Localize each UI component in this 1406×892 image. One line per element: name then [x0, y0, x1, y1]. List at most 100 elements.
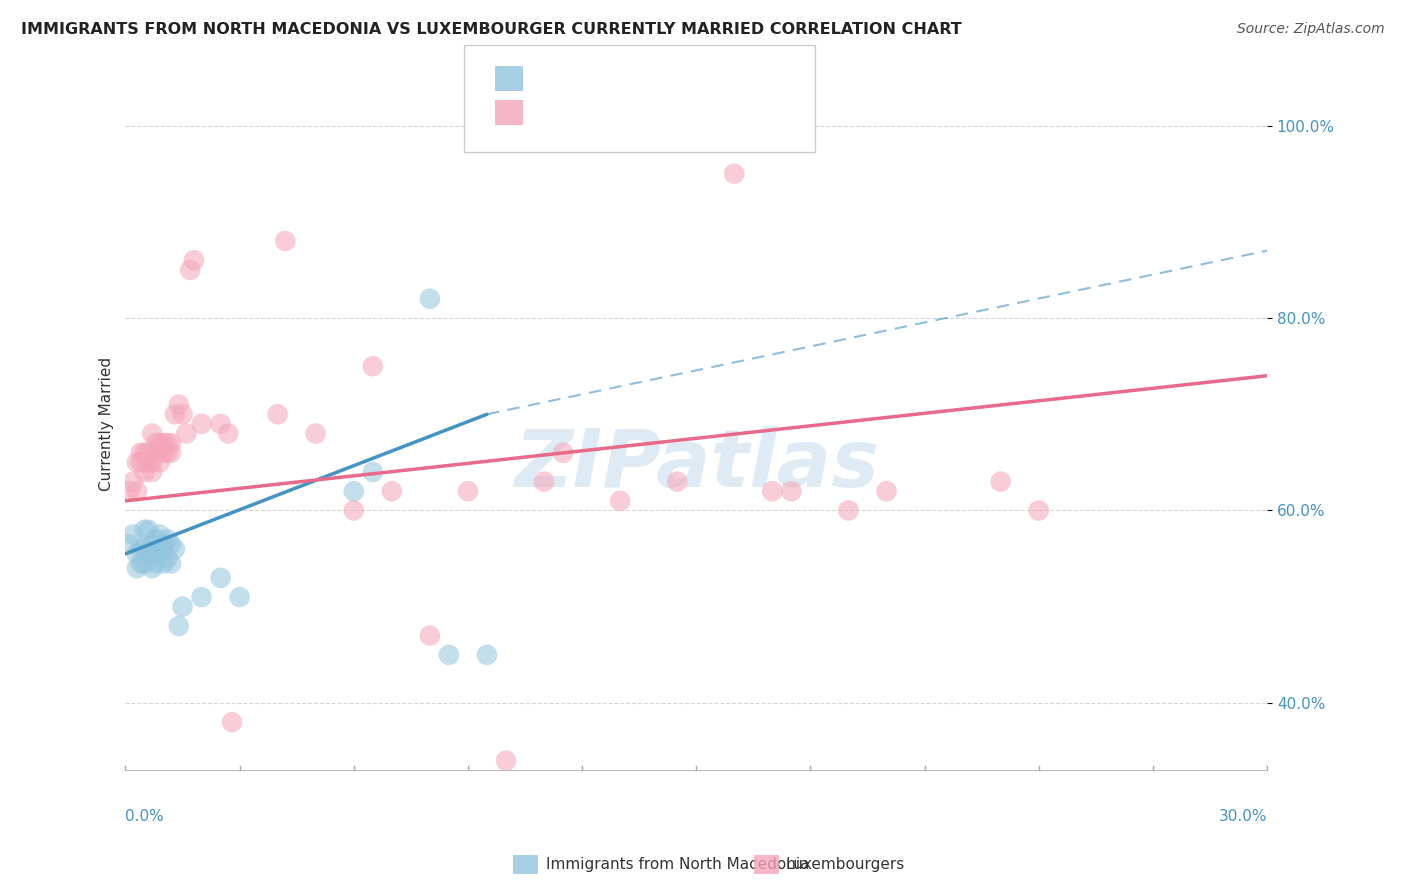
Point — [125, 547, 148, 561]
Text: R = 0.415: R = 0.415 — [531, 70, 621, 87]
Point — [125, 455, 148, 469]
Point — [837, 503, 859, 517]
Point — [343, 503, 366, 517]
Point — [217, 426, 239, 441]
Point — [118, 537, 141, 551]
Point — [141, 547, 163, 561]
Point — [163, 407, 186, 421]
Y-axis label: Currently Married: Currently Married — [100, 357, 114, 491]
Point — [209, 571, 232, 585]
Point — [160, 557, 183, 571]
Point — [136, 446, 159, 460]
Point — [156, 436, 179, 450]
Text: 0.0%: 0.0% — [125, 809, 165, 824]
Point — [152, 436, 174, 450]
Point — [437, 648, 460, 662]
Text: N = 37: N = 37 — [612, 70, 673, 87]
Point — [160, 537, 183, 551]
Point — [141, 426, 163, 441]
Point — [361, 465, 384, 479]
Point — [990, 475, 1012, 489]
Point — [145, 557, 167, 571]
Point — [876, 484, 898, 499]
Point — [125, 484, 148, 499]
Point — [167, 619, 190, 633]
Point — [381, 484, 404, 499]
Point — [533, 475, 555, 489]
Point — [209, 417, 232, 431]
Point — [723, 167, 745, 181]
Point — [149, 455, 172, 469]
Point — [136, 455, 159, 469]
Point — [125, 561, 148, 575]
Point — [134, 465, 156, 479]
Point — [190, 590, 212, 604]
Point — [419, 292, 441, 306]
Point — [156, 551, 179, 566]
Point — [160, 436, 183, 450]
Point — [156, 533, 179, 547]
Text: IMMIGRANTS FROM NORTH MACEDONIA VS LUXEMBOURGER CURRENTLY MARRIED CORRELATION CH: IMMIGRANTS FROM NORTH MACEDONIA VS LUXEM… — [21, 22, 962, 37]
Point — [122, 475, 145, 489]
Point — [134, 541, 156, 556]
Point — [152, 537, 174, 551]
Point — [141, 465, 163, 479]
Point — [134, 446, 156, 460]
Text: R = 0.263: R = 0.263 — [531, 103, 623, 121]
Point — [343, 484, 366, 499]
Point — [129, 455, 152, 469]
Point — [134, 557, 156, 571]
Point — [134, 523, 156, 537]
Point — [136, 547, 159, 561]
Point — [274, 234, 297, 248]
Text: ZIPatlas: ZIPatlas — [513, 426, 879, 505]
Point — [149, 527, 172, 541]
Point — [609, 494, 631, 508]
Point — [163, 541, 186, 556]
Point — [160, 446, 183, 460]
Point — [149, 436, 172, 450]
Point — [145, 446, 167, 460]
Point — [118, 484, 141, 499]
Point — [172, 599, 194, 614]
Text: Source: ZipAtlas.com: Source: ZipAtlas.com — [1237, 22, 1385, 37]
Point — [141, 455, 163, 469]
Point — [176, 426, 198, 441]
Point — [145, 533, 167, 547]
Point — [129, 446, 152, 460]
Point — [361, 359, 384, 373]
Point — [145, 547, 167, 561]
Point — [666, 475, 689, 489]
Point — [152, 541, 174, 556]
Point — [136, 523, 159, 537]
Point — [122, 527, 145, 541]
Point — [179, 263, 201, 277]
Point — [780, 484, 803, 499]
Point — [761, 484, 783, 499]
Point — [152, 557, 174, 571]
Point — [129, 541, 152, 556]
Point — [149, 541, 172, 556]
Point — [141, 561, 163, 575]
Point — [551, 446, 574, 460]
Point — [190, 417, 212, 431]
Point — [141, 537, 163, 551]
Point — [457, 484, 479, 499]
Point — [305, 426, 328, 441]
Point — [495, 754, 517, 768]
Point — [172, 407, 194, 421]
Point — [419, 629, 441, 643]
Point — [156, 446, 179, 460]
Point — [129, 557, 152, 571]
Point — [167, 398, 190, 412]
Point — [145, 436, 167, 450]
Point — [152, 446, 174, 460]
Point — [266, 407, 288, 421]
Text: N = 53: N = 53 — [612, 103, 673, 121]
Point — [183, 253, 205, 268]
Text: 30.0%: 30.0% — [1219, 809, 1267, 824]
Point — [221, 715, 243, 730]
Point — [1028, 503, 1050, 517]
Text: Immigrants from North Macedonia: Immigrants from North Macedonia — [546, 857, 808, 871]
Text: Luxembourgers: Luxembourgers — [786, 857, 905, 871]
